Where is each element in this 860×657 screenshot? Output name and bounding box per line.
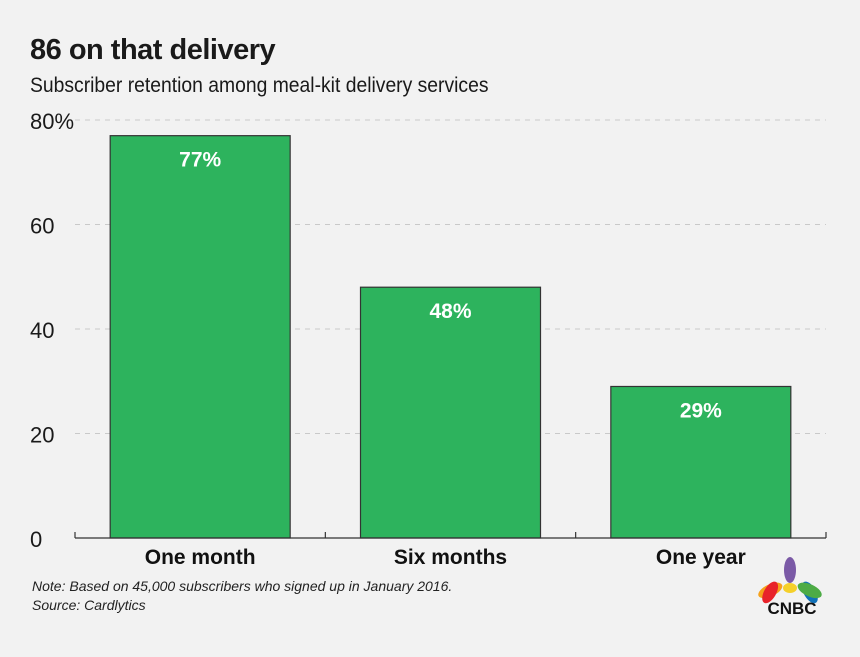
feather-yellow	[783, 583, 797, 593]
note-text: Note: Based on 45,000 subscribers who si…	[32, 578, 453, 594]
y-tick-label: 40	[30, 318, 54, 343]
peacock-icon	[758, 557, 822, 604]
x-tick-label: One year	[656, 546, 746, 569]
chart-subtitle: Subscriber retention among meal-kit deli…	[30, 74, 489, 97]
footnote: Note: Based on 45,000 subscribers who si…	[32, 577, 452, 615]
source-text: Source: Cardlytics	[32, 597, 146, 613]
chart-title: 86 on that delivery	[30, 34, 276, 66]
data-label: 29%	[680, 399, 722, 422]
bar	[359, 286, 542, 539]
y-tick-label: 60	[30, 214, 54, 239]
feather-green	[797, 582, 822, 599]
feather-purple	[784, 557, 796, 583]
y-tick-label: 20	[30, 423, 54, 448]
x-tick-label: One month	[145, 546, 256, 569]
bar	[109, 135, 291, 539]
y-tick-label: 0	[30, 527, 42, 552]
cnbc-peacock-logo: CNBC	[758, 557, 822, 618]
feather-red	[762, 581, 779, 604]
logo-text: CNBC	[767, 599, 816, 618]
data-label: 77%	[179, 149, 221, 172]
y-tick-label: 80%	[30, 109, 74, 134]
data-label: 48%	[429, 300, 471, 323]
bar	[610, 385, 792, 539]
x-tick-label: Six months	[394, 546, 507, 569]
